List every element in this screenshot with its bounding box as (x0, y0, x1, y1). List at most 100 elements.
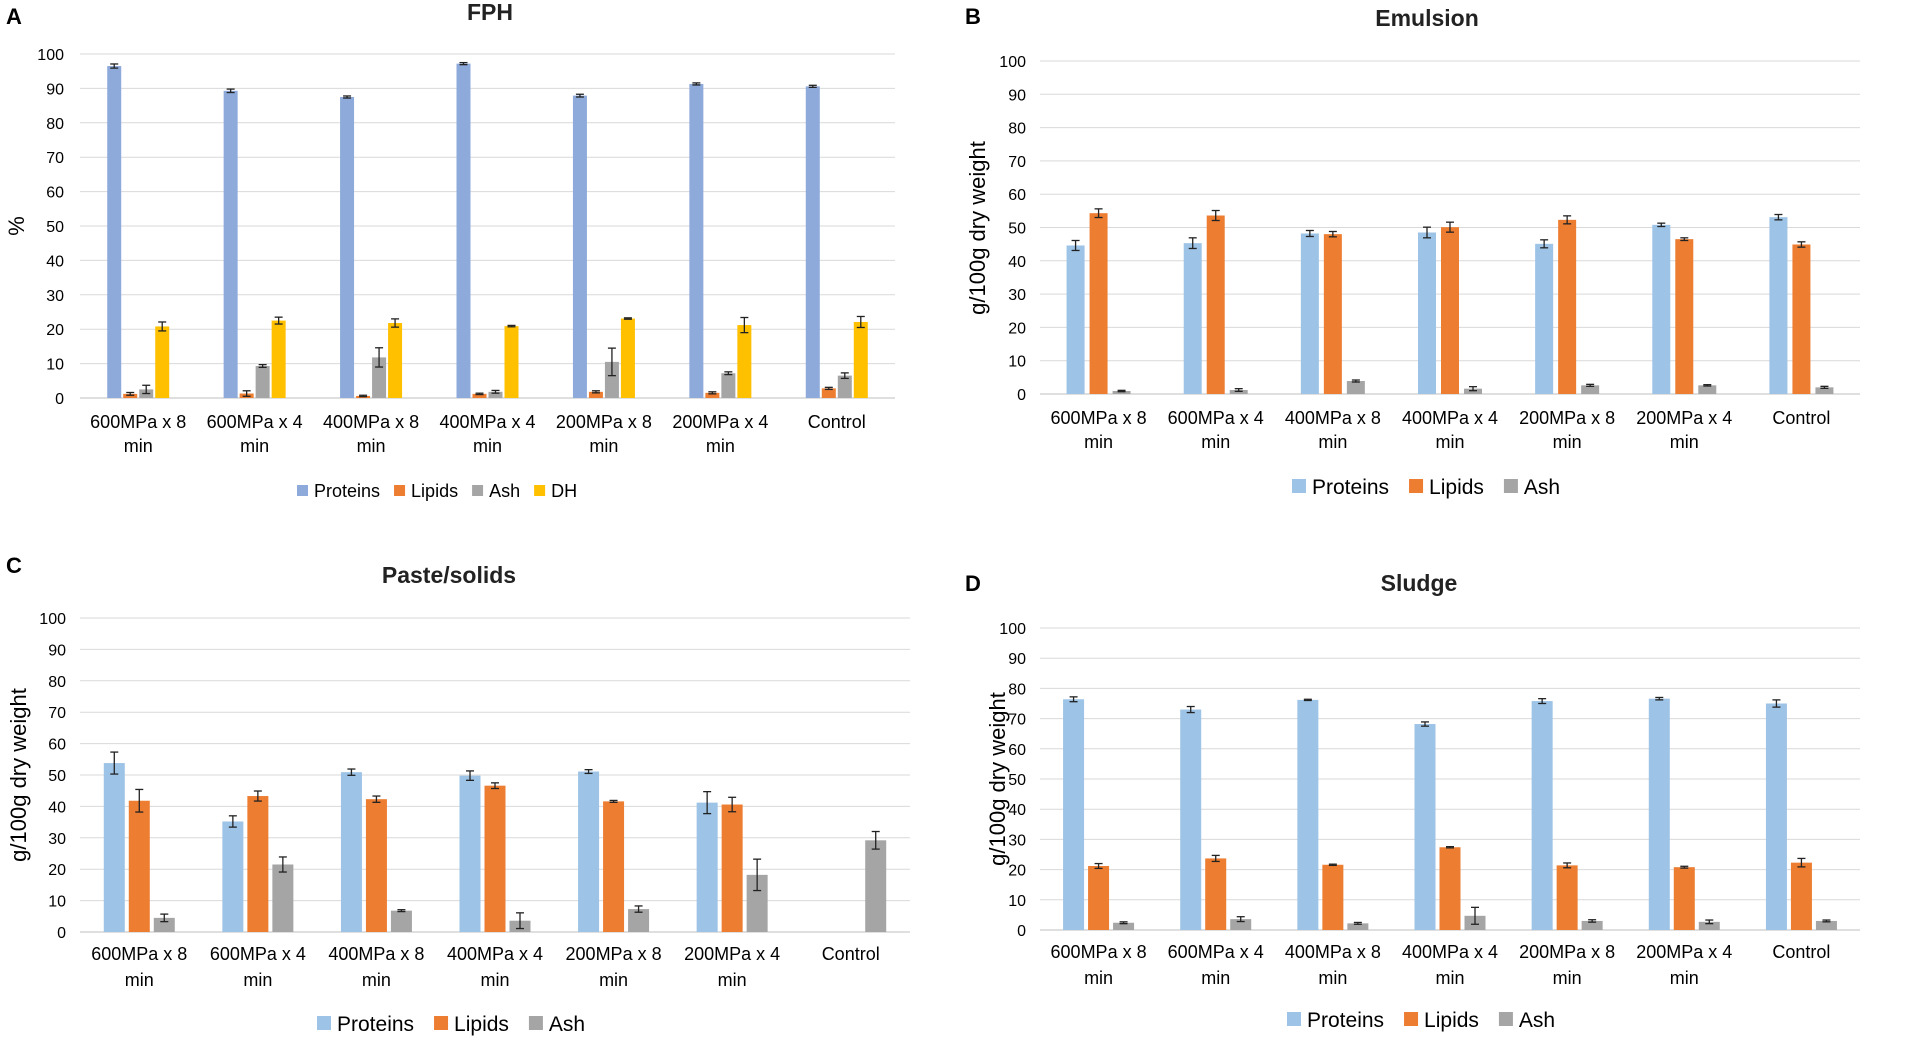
chart-a-y-tick-label: 20 (46, 322, 64, 339)
chart-a-bar-dh (737, 325, 752, 398)
chart-a-bar-dh (388, 323, 403, 398)
chart-a-error-bar-ash (375, 347, 384, 368)
chart-a-title: FPH (467, 0, 513, 25)
chart-a-bar-proteins (572, 95, 587, 399)
chart-d-bar-proteins (1414, 724, 1436, 930)
chart-d-y-tick-label: 100 (999, 621, 1026, 638)
chart-a-error-bar-dh (274, 316, 283, 325)
chart-b-x-tick-label: 600MPa x 8 (1051, 408, 1147, 428)
chart-c-y-tick-label: 90 (48, 642, 66, 659)
chart-d-title: Sludge (1381, 570, 1458, 596)
chart-d-x-tick-label: min (1201, 968, 1230, 988)
chart-b-y-tick-label: 70 (1008, 154, 1026, 171)
chart-c-error-bar-proteins (466, 770, 474, 781)
chart-d-x-tick-label: min (1553, 968, 1582, 988)
chart-d-y-tick-label: 20 (1008, 863, 1026, 880)
chart-a-x-tick-label: 400MPa x 8 (323, 412, 419, 432)
chart-a-bar-ash (837, 375, 852, 398)
chart-b-error-bar-lipids (1797, 241, 1806, 248)
legend-swatch-ash (1503, 479, 1518, 493)
chart-a-bar-proteins (456, 63, 471, 399)
chart-a-x-tick-label: 200MPa x 4 (672, 412, 768, 432)
chart-a-x-tick-label: min (589, 436, 618, 456)
chart-d-bar-proteins (1531, 701, 1553, 930)
chart-b-y-tick-label: 80 (1008, 121, 1026, 138)
legend-label-ash: Ash (549, 1013, 585, 1036)
chart-d-y-tick-label: 30 (1008, 832, 1026, 849)
chart-c-x-tick-label: 200MPa x 8 (566, 944, 662, 964)
chart-c-x-tick-label: Control (822, 944, 880, 964)
chart-a-bar-lipids (123, 393, 138, 398)
chart-a-x-tick-label: 200MPa x 8 (556, 412, 652, 432)
chart-b-title: Emulsion (1375, 5, 1479, 31)
chart-c-x-tick-label: min (718, 970, 747, 990)
legend-swatch-lipids (434, 1016, 449, 1030)
chart-d-x-tick-label: 200MPa x 4 (1636, 942, 1732, 962)
chart-d-y-tick-label: 0 (1017, 923, 1026, 940)
chart-b-bar-lipids (1441, 227, 1459, 394)
chart-d-bar-ash (1113, 922, 1135, 930)
chart-b-bar-proteins (1066, 245, 1085, 394)
chart-b-error-bar-proteins (1774, 213, 1783, 221)
chart-c-y-tick-label: 40 (48, 799, 66, 816)
chart-a-error-bar-proteins (459, 61, 468, 66)
chart-b-error-bar-proteins (1657, 222, 1666, 228)
chart-d-x-tick-label: 200MPa x 8 (1519, 942, 1615, 962)
chart-d-x-tick-label: 400MPa x 8 (1285, 942, 1381, 962)
chart-c-error-bar-ash (397, 909, 406, 913)
chart-c-bar-lipids (128, 800, 150, 932)
chart-a-error-bar-ash (607, 347, 616, 377)
chart-a-error-bar-proteins (226, 88, 235, 94)
chart-d-x-tick-label: min (1670, 968, 1699, 988)
chart-a-error-bar-dh (507, 324, 516, 328)
chart-d-error-bar-proteins (1303, 698, 1312, 702)
chart-c-bar-ash (272, 864, 294, 932)
chart-d-bar-ash (1698, 921, 1720, 930)
chart-b-error-bar-proteins (1423, 226, 1431, 239)
legend-swatch-proteins (317, 1016, 331, 1030)
chart-b-legend: Proteins Lipids Ash (1292, 476, 1560, 499)
chart-c-error-bar-proteins (110, 751, 119, 775)
chart-a-error-bar-dh (623, 317, 632, 320)
chart-b-panel-label: B (965, 4, 981, 29)
chart-d-x-tick-label: 400MPa x 4 (1402, 942, 1498, 962)
chart-a-bar-proteins (340, 97, 355, 398)
legend-label-proteins: Proteins (314, 481, 380, 501)
chart-d-error-bar-ash (1588, 919, 1597, 923)
chart-d-error-bar-lipids (1446, 845, 1454, 849)
chart-c-error-bar-lipids (372, 795, 381, 803)
chart-b-y-tick-label: 90 (1008, 87, 1026, 104)
chart-c-legend: Proteins Lipids Ash (317, 1013, 585, 1036)
chart-a-bar-lipids (472, 393, 487, 398)
chart-a-y-tick-label: 80 (46, 116, 64, 133)
chart-b-x-tick-label: min (1553, 432, 1582, 452)
chart-b-bar-ash (1815, 387, 1834, 394)
chart-b-x-tick-label: min (1084, 432, 1113, 452)
chart-b-x-tick-label: 400MPa x 8 (1285, 408, 1381, 428)
chart-a-x-tick-label: 600MPa x 4 (207, 412, 303, 432)
chart-a-y-tick-label: 60 (46, 185, 64, 202)
chart-b-y-tick-label: 10 (1008, 354, 1026, 371)
chart-c-y-tick-label: 70 (48, 705, 66, 722)
chart-a-bar-proteins (689, 83, 704, 398)
legend-swatch-lipids (1404, 1012, 1419, 1026)
chart-d-error-bar-lipids (1797, 857, 1806, 868)
chart-b-y-tick-label: 100 (999, 54, 1026, 71)
chart-c: C Paste/solids 0 10 20 30 40 50 60 70 80 90 100 g/100… (6, 553, 910, 1036)
chart-c-error-bar-lipids (253, 790, 262, 802)
chart-c-x-tick-label: min (125, 970, 154, 990)
chart-a-error-bar-lipids (591, 390, 600, 394)
chart-c-bar-lipids (247, 796, 269, 932)
chart-a-error-bar-dh (391, 318, 400, 328)
chart-d-y-tick-label: 40 (1008, 802, 1026, 819)
chart-c-error-bar-proteins (347, 768, 356, 776)
chart-c-x-tick-label: min (599, 970, 628, 990)
chart-d-error-bar-proteins (1772, 699, 1781, 708)
chart-a: A FPH 0 10 20 30 40 50 60 70 80 90 100% 600MPa x 8 min… (4, 0, 895, 501)
chart-d-error-bar-ash (1236, 916, 1245, 923)
chart-d-bar-ash (1815, 920, 1837, 930)
chart-c-bar-proteins (222, 821, 244, 932)
chart-a-y-tick-label: 10 (46, 357, 64, 374)
chart-b-error-bar-proteins (1188, 237, 1197, 250)
chart-d-error-bar-proteins (1186, 705, 1195, 714)
